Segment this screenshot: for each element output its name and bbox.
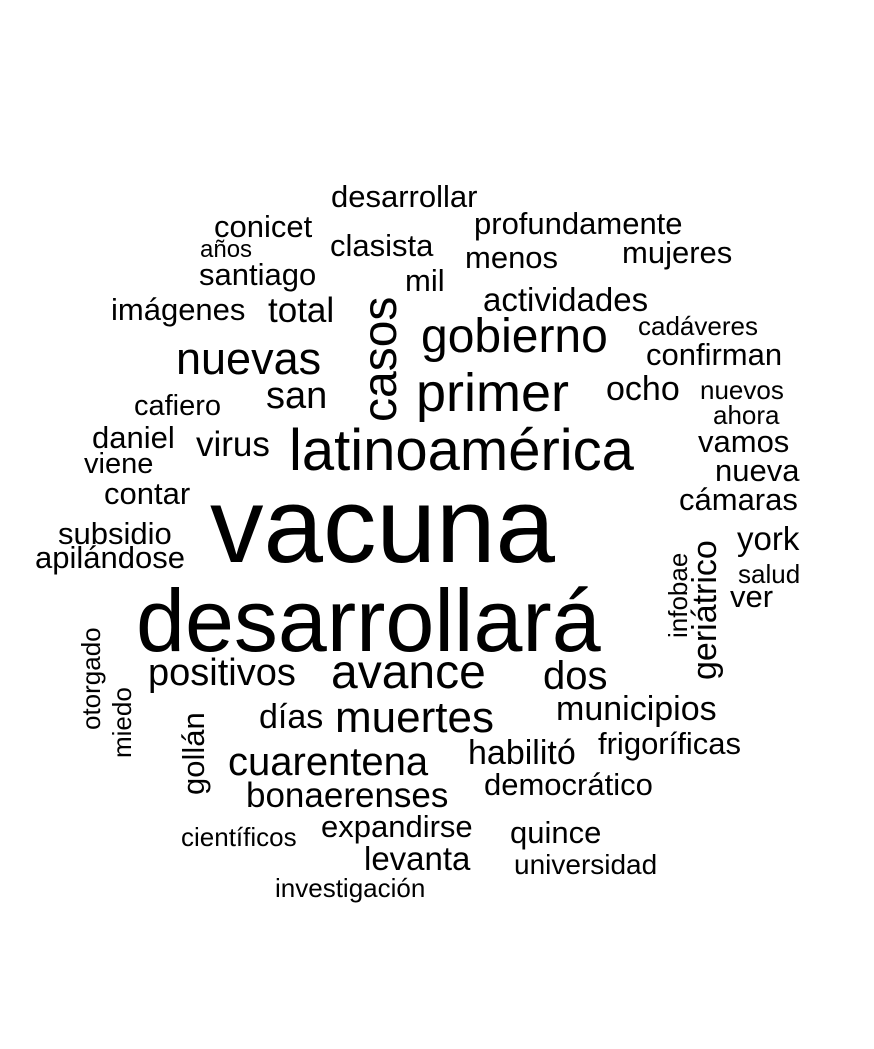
word-santiago: santiago [199,257,317,292]
word-frigorificas: frigoríficas [598,726,741,761]
word-levanta: levanta [364,840,471,877]
word-cafiero: cafiero [134,390,222,422]
word-daniel: daniel [92,420,175,455]
word-otorgado: otorgado [76,627,106,730]
word-vamos: vamos [698,424,790,459]
word-profundamente: profundamente [474,206,683,241]
word-confirman: confirman [646,337,783,372]
word-conicet: conicet [214,209,313,244]
word-ver: ver [730,579,774,614]
word-muertes: muertes [335,693,494,742]
word-expandirse: expandirse [321,809,473,844]
word-latinoamerica: latinoamérica [289,418,634,483]
word-contar: contar [104,476,191,511]
word-municipios: municipios [556,690,717,728]
word-cuarentena: cuarentena [228,740,429,784]
word-actividades: actividades [483,281,649,318]
word-casos: casos [354,296,407,422]
word-mil: mil [405,263,445,298]
word-viene: viene [84,448,154,480]
word-cientificos: científicos [181,822,297,852]
word-san: san [266,375,328,417]
word-desarrollara: desarrollará [136,571,601,670]
word-habilito: habilitó [468,734,576,772]
word-clasista: clasista [330,228,434,263]
word-democratico: democrático [484,767,653,802]
word-salud: salud [738,559,801,589]
word-menos: menos [465,240,559,275]
word-investigacion: investigación [275,873,426,903]
word-gobierno: gobierno [421,310,608,363]
word-quince: quince [510,815,602,850]
word-ahora: ahora [713,400,780,430]
word-apilandose: apilándose [35,540,185,575]
word-mujeres: mujeres [622,235,733,270]
word-imagenes: imágenes [111,292,246,327]
word-anos: años [200,236,253,263]
word-subsidio: subsidio [58,516,172,551]
word-york: york [737,520,800,557]
word-gollan: gollán [176,712,211,795]
word-desarrollar: desarrollar [331,179,478,214]
word-nueva: nueva [715,453,800,488]
word-primer: primer [416,363,570,423]
word-vacuna: vacuna [210,465,556,585]
word-camaras: cámaras [679,482,798,517]
word-total: total [268,291,335,330]
word-bonaerenses: bonaerenses [246,776,449,815]
word-avance: avance [331,646,486,699]
word-miedo: miedo [107,687,137,758]
word-geriatrico: geriátrico [686,540,724,680]
word-dos: dos [543,654,608,698]
word-dias: días [259,698,324,736]
word-nuevas: nuevas [176,333,322,384]
word-cadaveres: cadáveres [638,311,758,341]
word-universidad: universidad [514,849,658,880]
word-nuevos: nuevos [700,375,784,405]
word-ocho: ocho [606,370,680,408]
word-virus: virus [196,425,270,464]
word-positivos: positivos [148,652,296,694]
